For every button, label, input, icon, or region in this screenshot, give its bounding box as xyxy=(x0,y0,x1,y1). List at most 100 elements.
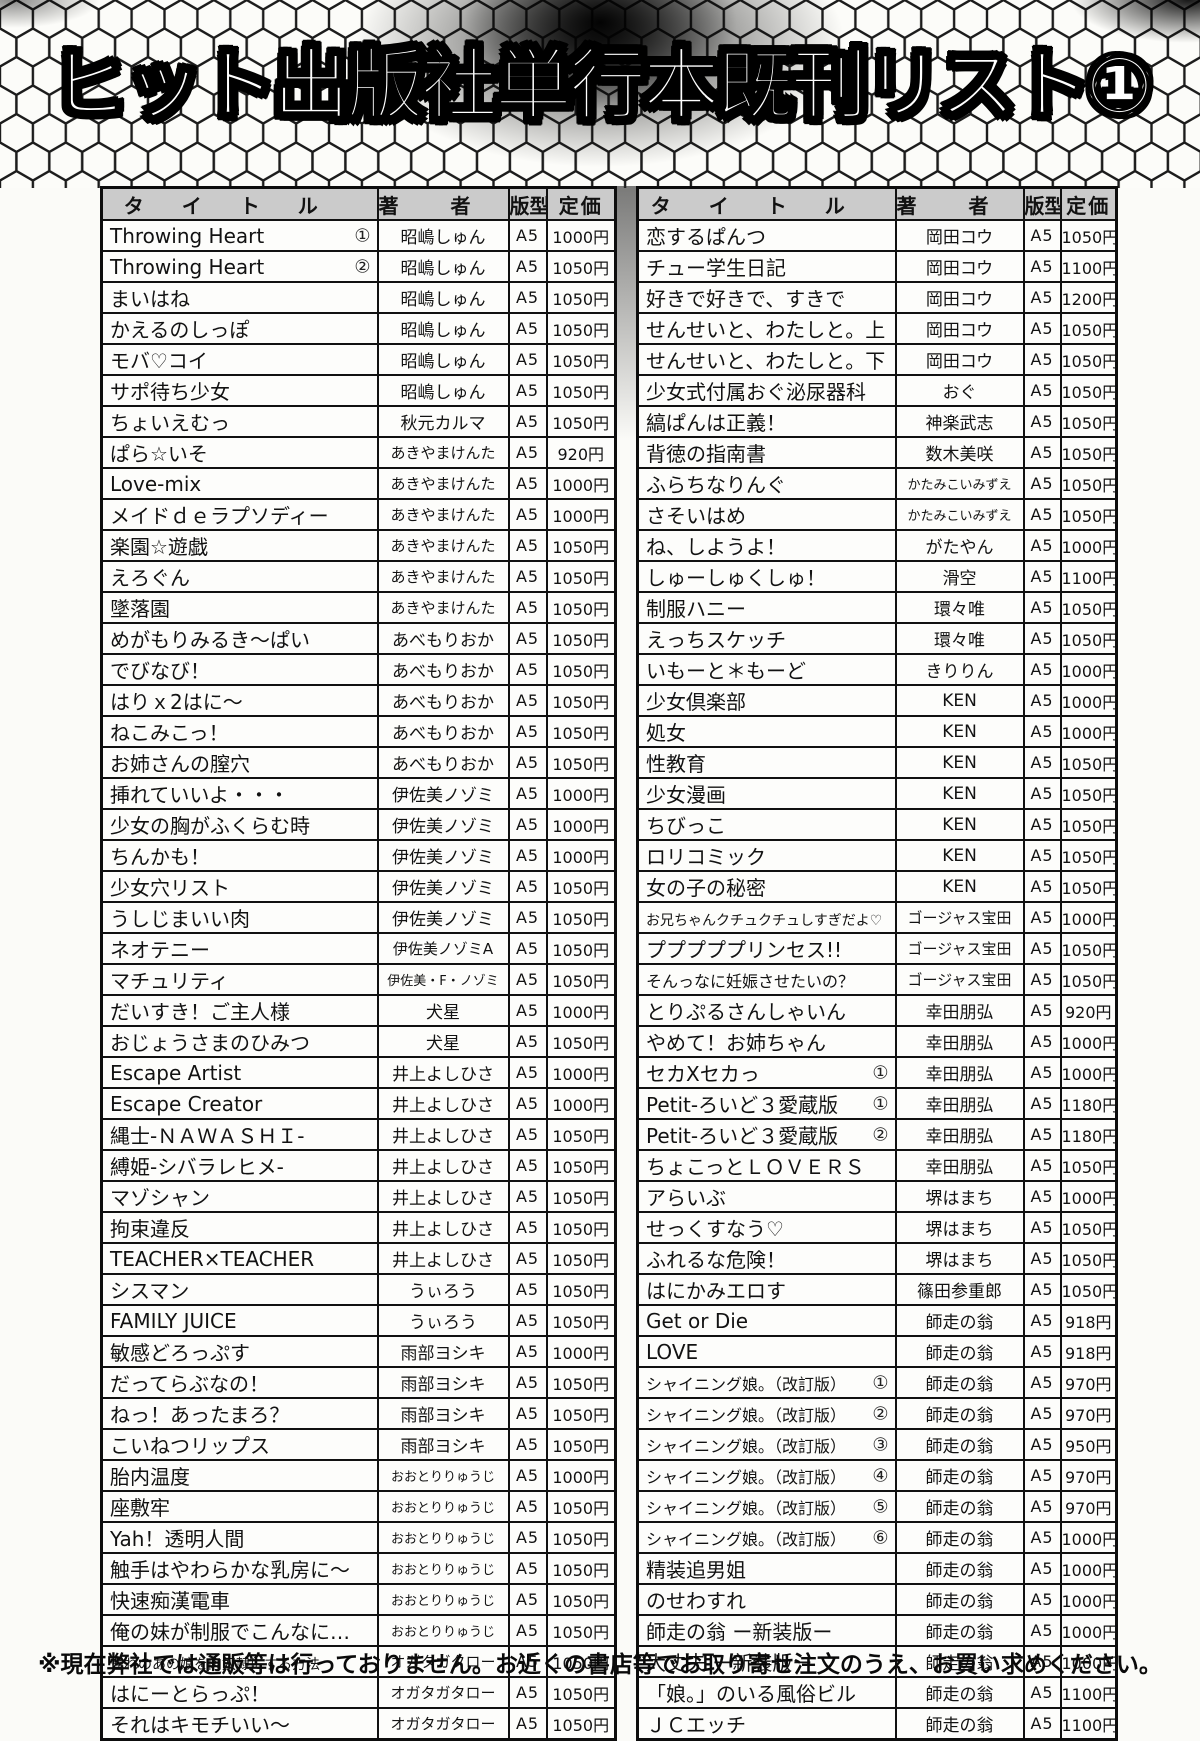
author-cell: 幸田朋弘 xyxy=(894,1087,1025,1120)
title-cell: マゾシャン xyxy=(100,1180,379,1213)
book-title: かえるのしっぽ xyxy=(110,318,250,342)
format-cell: A5 xyxy=(1022,1087,1062,1120)
table-row: いもーと＊もーど きりりん A5 1000円 xyxy=(636,653,1118,686)
author-cell: 師走の翁 xyxy=(894,1614,1025,1647)
title-cell: 制服ハニー xyxy=(636,591,897,624)
table-row: FAMILY JUICE うぃろう A5 1050円 xyxy=(100,1304,617,1337)
price-cell: 1050円 xyxy=(545,1583,617,1616)
table-row: そんっなに妊娠させたいの？ ゴージャス宝田 A5 1050円 xyxy=(636,963,1118,996)
price-cell: 1050円 xyxy=(545,1273,617,1306)
book-title: シャイニング娘。（改訂版） xyxy=(646,1529,847,1549)
price-cell: 1000円 xyxy=(545,467,617,500)
book-title: Escape Creator xyxy=(110,1091,263,1116)
book-title: さそいはめ xyxy=(646,504,746,528)
price-cell: 1050円 xyxy=(1059,808,1118,841)
title-cell: 憧れのあの娘を肉奴隷にする方法 xyxy=(100,1645,379,1678)
table-row: 少女倶楽部 KEN A5 1000円 xyxy=(636,684,1118,717)
book-title: 師走の翁 ー新装版ー xyxy=(646,1620,833,1644)
center-gap-shading xyxy=(613,186,637,441)
table-row: はりｘ2はに〜 あべもりおか A5 1050円 xyxy=(100,684,617,717)
table-row: 女の子の秘密 KEN A5 1050円 xyxy=(636,870,1118,903)
price-cell: 1050円 xyxy=(1059,467,1118,500)
author-cell: 昭嶋しゅん xyxy=(376,219,510,252)
format-cell: A5 xyxy=(507,994,548,1027)
price-cell: 1050円 xyxy=(545,1428,617,1461)
format-cell: A5 xyxy=(507,436,548,469)
book-title: せっくすなう♡ xyxy=(646,1217,784,1241)
author-cell: KEN xyxy=(894,746,1025,779)
table-row: シャイニング娘。（改訂版） ⑥ 師走の翁 A5 1000円 xyxy=(636,1521,1118,1554)
price-cell: 1050円 xyxy=(545,591,617,624)
title-cell: Love-mix xyxy=(100,467,379,500)
price-cell: 1050円 xyxy=(545,343,617,376)
title-cell: TEACHER×TEACHER xyxy=(100,1242,379,1275)
title-cell: はにーとらっぷ！ xyxy=(100,1676,379,1709)
title-cell: だいすき！ご主人様 xyxy=(100,994,379,1027)
price-cell: 1200円 xyxy=(1059,281,1118,314)
title-cell: しゅーしゅくしゅ！ xyxy=(636,560,897,593)
format-cell: A5 xyxy=(507,219,548,252)
author-cell: KEN xyxy=(894,870,1025,903)
table-row: ねこみこっ！ あべもりおか A5 1050円 xyxy=(100,715,617,748)
title-cell: うしじまいい肉 xyxy=(100,901,379,934)
author-cell: 岡田コウ xyxy=(894,312,1025,345)
table-row: 墜落園 あきやまけんた A5 1050円 xyxy=(100,591,617,624)
title-cell: そんっなに妊娠させたいの？ xyxy=(636,963,897,996)
table-row: ちょこっとＬＯＶＥＲＳ 幸田朋弘 A5 1050円 xyxy=(636,1149,1118,1182)
table-row: 処女 KEN A5 1000円 xyxy=(636,715,1118,748)
price-cell: 1000円 xyxy=(1059,1521,1118,1554)
book-title: こいねつリップス xyxy=(110,1434,270,1458)
author-cell: 伊佐美ノゾミA xyxy=(376,932,510,965)
table-row: 触手はやわらかな乳房に〜 おおとりりゅうじ A5 1050円 xyxy=(100,1552,617,1585)
book-title: 恋するぱんつ xyxy=(646,225,766,249)
title-cell: シスマン xyxy=(100,1273,379,1306)
book-title: はにかみエロす xyxy=(646,1279,786,1303)
title-cell: えっちスケッチ xyxy=(636,622,897,655)
author-cell: あべもりおか xyxy=(376,622,510,655)
volume-number: ② xyxy=(872,1124,889,1145)
book-title: だってらぶなの！ xyxy=(110,1372,269,1396)
table-row: シャイニング娘。（改訂版） ⑤ 師走の翁 A5 970円 xyxy=(636,1490,1118,1523)
format-cell: A5 xyxy=(1022,870,1062,903)
author-cell: 伊佐美ノゾミ xyxy=(376,839,510,872)
title-cell: ねっ！あったまろ？ xyxy=(100,1397,379,1430)
author-cell: 井上よしひさ xyxy=(376,1118,510,1151)
price-cell: 1050円 xyxy=(1059,374,1118,407)
price-cell: 1000円 xyxy=(545,1056,617,1089)
price-cell: 1000円 xyxy=(1059,1614,1118,1647)
format-cell: A5 xyxy=(1022,1211,1062,1244)
title-cell: 座敷牢 xyxy=(100,1490,379,1523)
author-cell: あきやまけんた xyxy=(376,560,510,593)
table-row: はにーとらっぷ！ オガタガタロー A5 1050円 xyxy=(100,1676,617,1709)
author-cell: 環々唯 xyxy=(894,591,1025,624)
author-cell: あきやまけんた xyxy=(376,498,510,531)
format-cell: A5 xyxy=(1022,312,1062,345)
book-title: やめて！お姉ちゃん xyxy=(646,1031,826,1055)
book-title: うしじまいい肉 xyxy=(110,907,250,931)
format-cell: A5 xyxy=(1022,1552,1062,1585)
title-cell: ね、しようよ！ xyxy=(636,529,897,562)
table-row: 縛姫-シバラレヒメ- 井上よしひさ A5 1050円 xyxy=(100,1149,617,1182)
title-cell: プププププリンセス!! xyxy=(636,932,897,965)
author-cell: 岡田コウ xyxy=(894,343,1025,376)
format-cell: A5 xyxy=(507,1552,548,1585)
format-cell: A5 xyxy=(507,1180,548,1213)
title-cell: せんせいと、わたしと。下 xyxy=(636,343,897,376)
title-cell: 縛姫-シバラレヒメ- xyxy=(100,1149,379,1182)
table-row: はにかみエロす 篠田参重郎 A5 1050円 xyxy=(636,1273,1118,1306)
format-cell: A5 xyxy=(507,932,548,965)
volume-number: ② xyxy=(354,256,371,277)
price-cell: 1000円 xyxy=(1059,901,1118,934)
title-cell: 処女 xyxy=(636,715,897,748)
author-cell: 昭嶋しゅん xyxy=(376,250,510,283)
format-cell: A5 xyxy=(507,1645,548,1678)
price-cell: 1050円 xyxy=(545,312,617,345)
book-title: ぱら☆いそ xyxy=(110,442,208,466)
book-title: お姉さんの膣穴 xyxy=(110,752,250,776)
price-cell: 1000円 xyxy=(545,994,617,1027)
price-cell: 1050円 xyxy=(1059,1273,1118,1306)
price-cell: 1000円 xyxy=(1059,1056,1118,1089)
format-cell: A5 xyxy=(1022,281,1062,314)
table-row: とりぷるさんしゃいん 幸田朋弘 A5 920円 xyxy=(636,994,1118,1027)
title-cell: 背徳の指南書 xyxy=(636,436,897,469)
